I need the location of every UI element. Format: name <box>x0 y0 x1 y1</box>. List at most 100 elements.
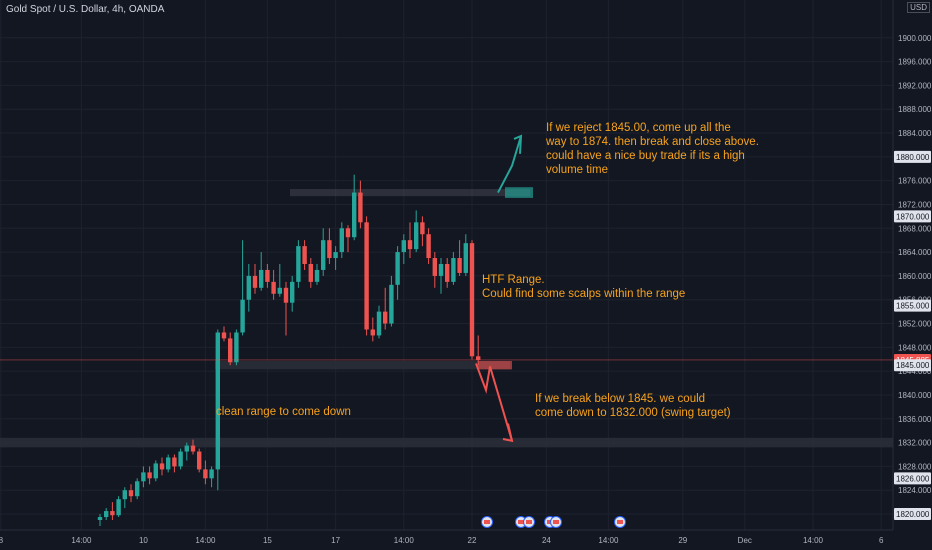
candle-body <box>147 472 152 479</box>
event-flag-icon <box>617 520 623 524</box>
x-tick-label: 22 <box>468 536 477 545</box>
candle-body <box>215 332 220 470</box>
candle-body <box>407 240 413 250</box>
candle-body <box>153 463 158 479</box>
candle-body <box>135 481 140 497</box>
candle-body <box>432 258 437 276</box>
currency-badge: USD <box>907 2 930 13</box>
candle-body <box>463 243 468 273</box>
price-label-box <box>894 508 931 521</box>
candle-body <box>159 463 165 470</box>
candle-body <box>302 246 307 264</box>
candle-body <box>234 332 239 363</box>
candle-body <box>339 228 344 253</box>
candle-body <box>252 275 258 288</box>
candle-body <box>265 269 270 282</box>
x-tick-label: 29 <box>678 536 687 545</box>
y-tick-label: 1844.000 <box>898 367 932 376</box>
x-tick-label: Dec <box>738 536 752 545</box>
y-tick-label: 1828.000 <box>898 462 932 471</box>
candle-body <box>445 264 450 282</box>
candle-body <box>438 264 444 276</box>
y-tick-label: 1864.000 <box>898 248 932 257</box>
annotation-breakout-note: If we reject 1845.00, come up all the wa… <box>546 122 759 176</box>
x-tick-label: 8 <box>0 536 4 545</box>
candle-body <box>122 490 127 500</box>
candle-body <box>290 281 295 303</box>
candle-body <box>296 246 301 282</box>
y-tick-label: 1884.000 <box>898 129 932 138</box>
candle-body <box>116 499 121 516</box>
candle-body <box>395 252 400 285</box>
arrow-down-head <box>502 423 514 443</box>
candle-body <box>240 299 245 333</box>
candle-body <box>469 243 475 357</box>
candle-body <box>209 469 214 479</box>
candle-body <box>271 281 276 294</box>
range-zone-mid <box>215 361 510 370</box>
candle-body <box>327 240 332 259</box>
candle-body <box>283 287 289 303</box>
candle-body <box>383 311 388 324</box>
candle-body <box>259 269 264 288</box>
target-box-lower <box>478 361 512 370</box>
candle-body <box>370 329 375 336</box>
candle-body <box>401 240 406 253</box>
candle-body <box>414 222 419 250</box>
candle-body <box>184 445 189 452</box>
y-tick-label: 1892.000 <box>898 81 932 90</box>
price-label: 1820.000 <box>896 510 930 519</box>
y-tick-label: 1872.000 <box>898 200 932 209</box>
price-label-box <box>894 150 931 163</box>
range-zone-top <box>290 188 530 197</box>
candle-body <box>277 287 282 294</box>
arrow-up-head <box>513 134 523 154</box>
candle-body <box>451 258 456 282</box>
candle-body <box>128 490 134 497</box>
candle-body <box>376 311 382 336</box>
candle-body <box>178 451 183 467</box>
x-tick-label: 24 <box>542 536 551 545</box>
event-flag-icon <box>484 520 490 524</box>
y-tick-label: 1900.000 <box>898 34 932 43</box>
price-label: 1826.000 <box>896 474 930 483</box>
price-label: 1870.000 <box>896 212 930 221</box>
target-box-upper <box>505 187 533 198</box>
candle-body <box>172 457 177 467</box>
x-tick-label: 14:00 <box>195 536 216 545</box>
candle-body <box>457 258 462 273</box>
candle-body <box>104 511 109 518</box>
candle-body <box>345 228 351 238</box>
x-tick-label: 14:00 <box>71 536 92 545</box>
y-tick-label: 1888.000 <box>898 105 932 114</box>
candle-body <box>97 517 103 520</box>
price-label-box <box>894 299 931 312</box>
candle-body <box>203 469 208 479</box>
y-tick-label: 1832.000 <box>898 439 932 448</box>
event-flag-icon <box>526 520 532 524</box>
candle-body <box>110 511 115 516</box>
x-tick-label: 14:00 <box>598 536 619 545</box>
candle-body <box>228 338 233 363</box>
x-tick-label: 6 <box>879 536 884 545</box>
y-tick-label: 1868.000 <box>898 224 932 233</box>
event-flag-icon <box>553 520 559 524</box>
y-tick-label: 1852.000 <box>898 320 932 329</box>
candle-body <box>426 234 431 259</box>
price-label-box <box>894 359 931 372</box>
candle-body <box>166 457 171 470</box>
candle-body <box>358 192 363 223</box>
event-flag-icon <box>518 520 524 524</box>
x-tick-label: 10 <box>139 536 148 545</box>
annotation-breakdown-note: If we break below 1845. we could come do… <box>535 393 731 419</box>
price-label: 1880.000 <box>896 153 930 162</box>
candle-body <box>246 275 251 300</box>
y-tick-label: 1860.000 <box>898 272 932 281</box>
candle-body <box>352 192 357 238</box>
arrow-down <box>475 363 513 442</box>
price-label: 1855.000 <box>896 302 930 311</box>
x-tick-label: 14:00 <box>803 536 824 545</box>
candle-body <box>197 451 202 470</box>
